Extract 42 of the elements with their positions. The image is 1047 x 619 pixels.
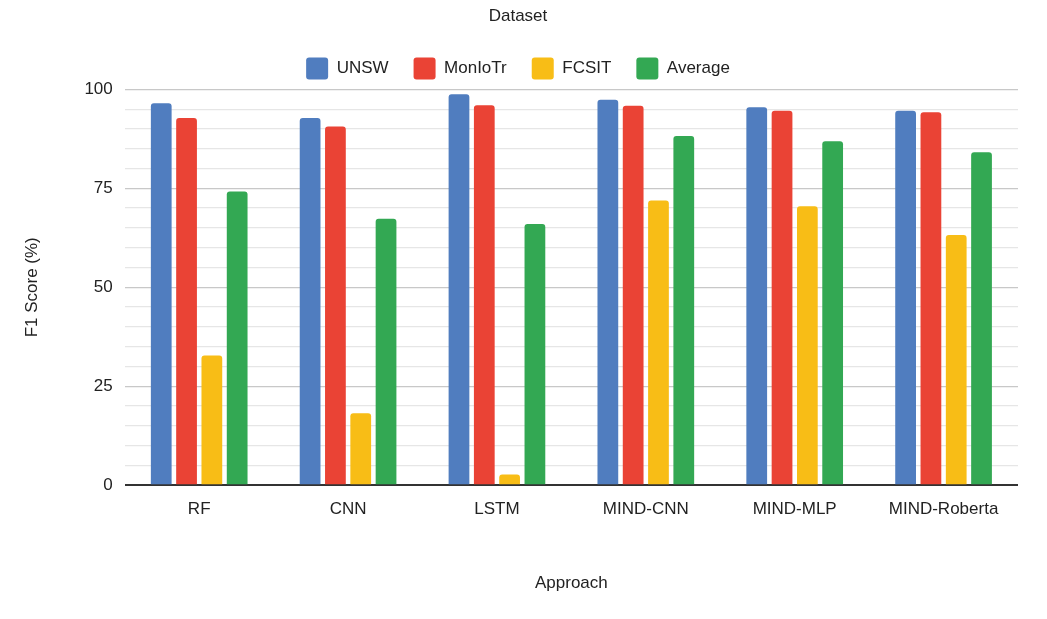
x-axis-title: Approach [534, 573, 608, 593]
bar [822, 141, 844, 485]
legend-label: MonIoTr [444, 58, 508, 78]
bar [597, 99, 619, 485]
y-tick-label: 75 [93, 178, 113, 198]
bar [299, 117, 321, 485]
x-tick-label: MIND-MLP [752, 499, 837, 519]
y-tick-label: 100 [84, 79, 113, 99]
bar [673, 136, 695, 485]
x-tick-label: RF [187, 499, 211, 519]
bar [648, 200, 669, 485]
bar [971, 152, 992, 485]
bar [448, 94, 470, 485]
bar [524, 223, 546, 485]
legend-label: FCSIT [562, 58, 612, 78]
bar [771, 110, 793, 485]
y-tick-label: 50 [93, 276, 113, 296]
bar [895, 110, 916, 485]
y-tick-label: 25 [93, 375, 113, 395]
y-tick-label: 0 [103, 474, 113, 494]
bar [945, 235, 967, 485]
x-tick-label: MIND-Roberta [888, 499, 999, 519]
bar [325, 126, 346, 485]
legend-label: Average [666, 58, 730, 78]
bar [350, 413, 372, 485]
bar [746, 107, 768, 485]
bar [201, 355, 223, 485]
bar [473, 105, 495, 485]
y-axis-title: F1 Score (%) [21, 237, 41, 338]
x-tick-label: LSTM [474, 499, 520, 519]
bar [375, 218, 397, 485]
x-tick-label: CNN [329, 499, 367, 519]
bar [176, 117, 197, 485]
legend-label: UNSW [336, 58, 389, 78]
bar [920, 112, 942, 485]
bar [150, 103, 172, 485]
x-tick-label: MIND-CNN [602, 499, 689, 519]
legend-title: Dataset [488, 6, 548, 26]
bar [226, 191, 248, 485]
bar [622, 105, 644, 485]
bar [499, 474, 520, 485]
bar [796, 206, 818, 485]
